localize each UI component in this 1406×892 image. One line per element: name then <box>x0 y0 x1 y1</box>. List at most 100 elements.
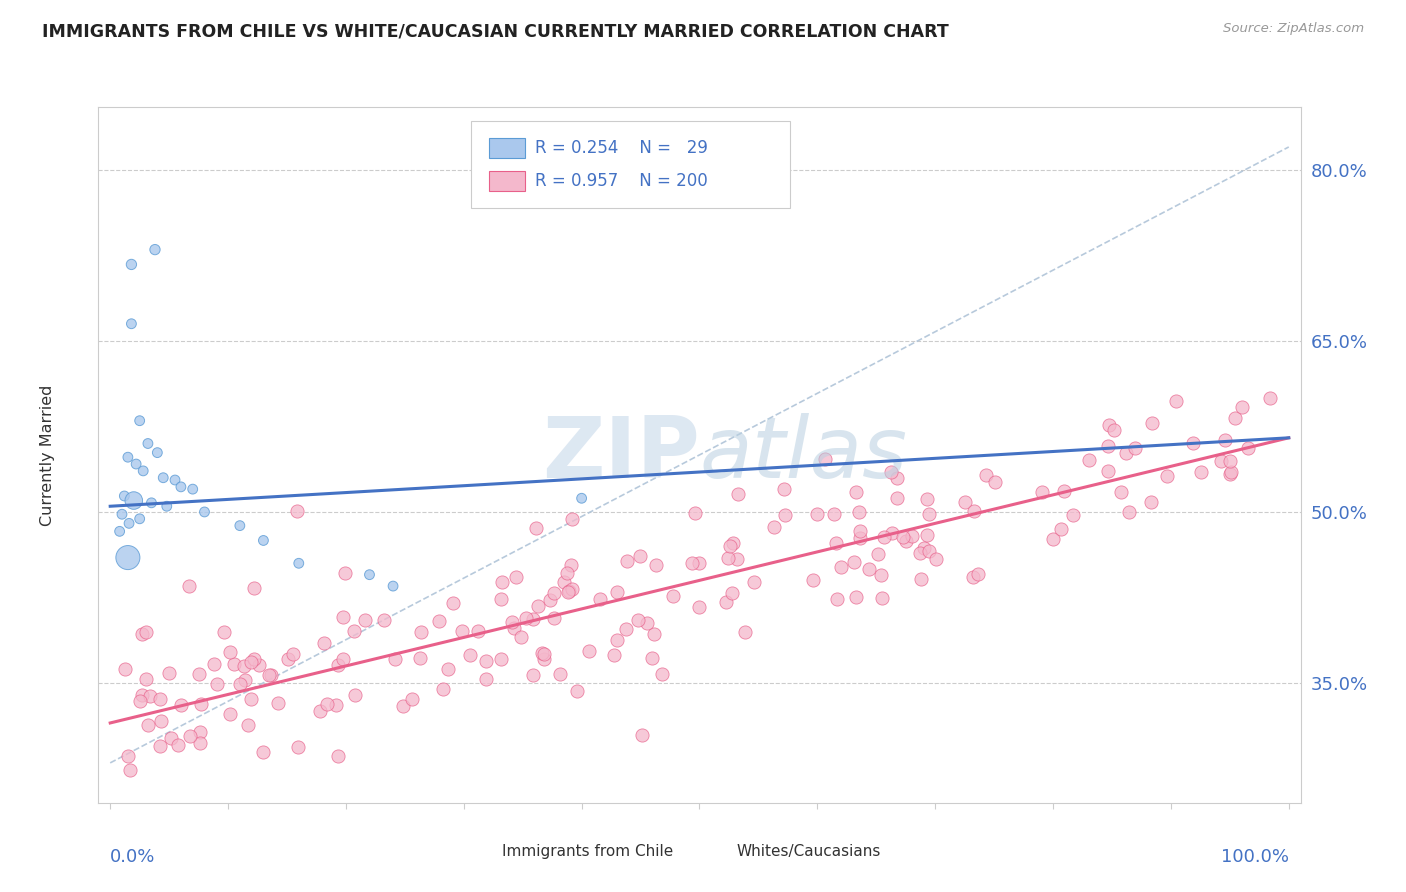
Point <box>233 658 256 673</box>
Point <box>814 452 837 467</box>
Point <box>1031 485 1053 500</box>
Point <box>606 633 628 648</box>
Bar <box>706 846 733 862</box>
Point <box>631 728 654 742</box>
Point <box>1042 532 1064 546</box>
Point <box>806 508 828 522</box>
Point <box>661 589 683 603</box>
Point <box>628 549 651 563</box>
Point <box>1223 411 1246 425</box>
Point <box>538 593 561 607</box>
Point <box>589 591 612 606</box>
Point <box>489 652 512 666</box>
Point <box>489 591 512 606</box>
Point <box>170 480 193 494</box>
Point <box>156 500 179 514</box>
Point <box>411 625 433 640</box>
Point <box>501 615 523 630</box>
Point <box>229 677 252 691</box>
Point <box>915 528 938 542</box>
Point <box>533 651 555 665</box>
Bar <box>489 138 526 158</box>
Point <box>543 586 565 600</box>
Point <box>149 692 172 706</box>
Point <box>870 591 893 606</box>
Point <box>548 666 571 681</box>
Point <box>716 595 738 609</box>
Point <box>773 508 796 522</box>
Point <box>135 672 157 686</box>
Point <box>219 645 242 659</box>
Point <box>343 689 366 703</box>
Point <box>120 317 142 331</box>
Point <box>177 579 200 593</box>
Point <box>522 612 544 626</box>
Point <box>138 689 160 703</box>
Point <box>1164 394 1187 409</box>
Point <box>717 551 740 566</box>
Text: Whites/Caucasians: Whites/Caucasians <box>737 844 882 859</box>
Point <box>966 567 988 582</box>
Point <box>555 566 578 580</box>
Point <box>1109 485 1132 500</box>
Point <box>117 748 139 763</box>
Point <box>458 648 481 663</box>
Point <box>229 518 252 533</box>
Point <box>925 552 948 566</box>
Point <box>721 586 744 600</box>
Point <box>912 541 935 555</box>
Point <box>170 698 193 713</box>
Point <box>118 763 141 777</box>
Point <box>312 636 335 650</box>
Point <box>560 558 582 572</box>
Point <box>866 547 889 561</box>
Point <box>882 526 904 541</box>
Point <box>524 521 547 535</box>
Point <box>886 491 908 505</box>
Point <box>858 561 880 575</box>
Point <box>401 692 423 706</box>
Point <box>727 487 749 501</box>
Point <box>257 668 280 682</box>
Point <box>845 485 868 500</box>
Point <box>243 581 266 595</box>
Point <box>128 414 150 428</box>
Point <box>392 699 415 714</box>
Point <box>285 504 308 518</box>
Point <box>725 552 748 566</box>
Point <box>1077 453 1099 467</box>
Point <box>1049 522 1071 536</box>
Point <box>718 539 741 553</box>
Point <box>849 532 872 546</box>
Point <box>1052 484 1074 499</box>
Point <box>212 625 235 640</box>
Point <box>825 592 848 607</box>
Point <box>132 464 155 478</box>
Point <box>953 495 976 509</box>
Point <box>561 512 583 526</box>
Point <box>117 550 139 565</box>
Point <box>1260 391 1282 405</box>
Point <box>849 524 872 538</box>
Point <box>239 655 262 669</box>
Point <box>1123 441 1146 455</box>
Point <box>187 667 209 681</box>
Point <box>332 610 354 624</box>
Point <box>1181 436 1204 450</box>
Point <box>432 681 454 696</box>
Point <box>1213 433 1236 447</box>
Point <box>252 745 274 759</box>
Point <box>149 739 172 754</box>
Bar <box>489 171 526 191</box>
Point <box>543 611 565 625</box>
Point <box>152 471 174 485</box>
Point <box>561 582 583 597</box>
Point <box>443 596 465 610</box>
Point <box>558 584 581 599</box>
Point <box>159 731 181 745</box>
Point <box>409 651 432 665</box>
Point <box>1097 439 1119 453</box>
Text: ZIP: ZIP <box>541 413 700 497</box>
Point <box>1115 446 1137 460</box>
Point <box>553 575 575 590</box>
